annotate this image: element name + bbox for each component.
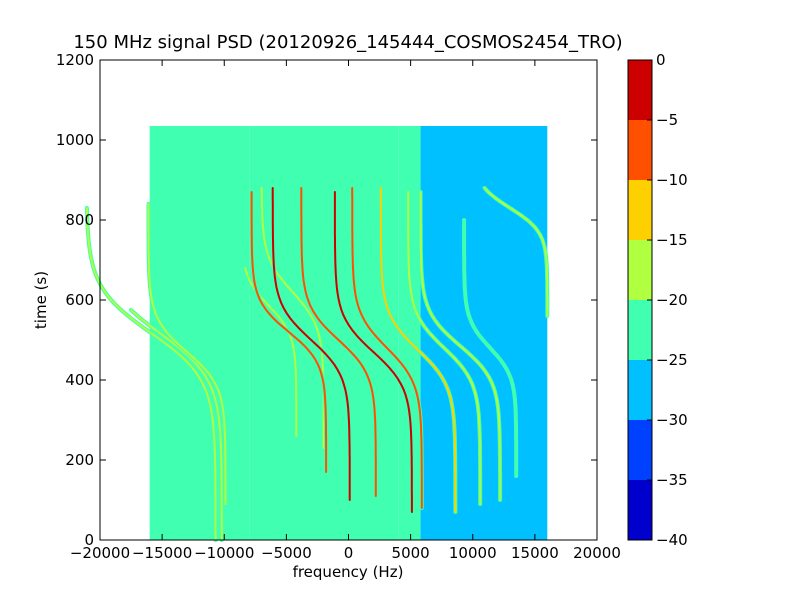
colorbar-band-6 xyxy=(628,120,652,180)
colorbar-tick-label: −35 xyxy=(656,471,688,489)
colorbar-tick-label: −15 xyxy=(656,231,688,249)
signal-track-core xyxy=(300,187,377,497)
y-tick-label: 600 xyxy=(65,291,94,309)
signal-track-1 xyxy=(128,308,224,542)
colorbar-band-0 xyxy=(628,480,652,540)
y-tick-label: 1000 xyxy=(56,131,94,149)
colorbar-band-4 xyxy=(628,240,652,300)
background-band-3 xyxy=(420,126,548,540)
x-tick-label: 0 xyxy=(344,544,354,562)
signal-track-10 xyxy=(378,186,458,514)
colorbar-band-5 xyxy=(628,180,652,240)
signal-track-core xyxy=(407,191,482,505)
colorbar-tick-label: −40 xyxy=(656,531,688,549)
colorbar-band-3 xyxy=(628,300,652,360)
spectrogram xyxy=(149,126,548,540)
colorbar-tick-label: −5 xyxy=(656,111,678,129)
colorbar-tick-label: −25 xyxy=(656,351,688,369)
signal-track-core xyxy=(351,187,423,509)
colorbar-band-2 xyxy=(628,360,652,420)
signal-track-7 xyxy=(299,186,378,498)
signal-tracks xyxy=(84,186,550,542)
signal-track-2 xyxy=(146,202,228,506)
signal-track-core xyxy=(147,203,227,505)
x-tick-label: −20000 xyxy=(70,544,130,562)
signal-track-9 xyxy=(350,186,424,510)
colorbar-bands xyxy=(628,60,652,540)
signal-track-14 xyxy=(482,186,550,318)
signal-track-11 xyxy=(406,190,483,506)
plot-area: −20000 −15000 −10000 −5000 0 5000 10000 15000 20… xyxy=(56,51,621,562)
signal-track-13 xyxy=(462,218,519,478)
signal-track-8 xyxy=(332,190,414,514)
x-tick-label: −15000 xyxy=(132,544,192,562)
y-tick-label: 200 xyxy=(65,451,94,469)
signal-track-core xyxy=(483,187,549,317)
signal-track-12 xyxy=(418,190,503,502)
y-tick-label: 1200 xyxy=(56,51,94,69)
signal-track-core xyxy=(333,191,413,513)
colorbar-tick-label: −20 xyxy=(656,291,688,309)
y-axis-label: time (s) xyxy=(32,271,50,329)
colorbar-tick-label: −10 xyxy=(656,171,688,189)
colorbar-tick-label: 0 xyxy=(656,51,666,69)
colorbar-tick-label: −30 xyxy=(656,411,688,429)
signal-track-core xyxy=(129,309,223,541)
signal-track-core xyxy=(463,219,518,477)
x-tick-label: −5000 xyxy=(261,544,312,562)
signal-track-5 xyxy=(249,190,329,474)
y-tick-label: 400 xyxy=(65,371,94,389)
x-tick-label: 20000 xyxy=(573,544,621,562)
x-tick-label: 15000 xyxy=(511,544,559,562)
x-tick-label: −10000 xyxy=(194,544,254,562)
y-tick-label: 0 xyxy=(84,531,94,549)
signal-track-core xyxy=(85,207,217,541)
signal-track-core xyxy=(419,191,502,501)
x-tick-label: 10000 xyxy=(449,544,497,562)
chart-title: 150 MHz signal PSD (20120926_145444_COSM… xyxy=(73,32,622,53)
y-tick-label: 800 xyxy=(65,211,94,229)
signal-track-6 xyxy=(270,186,352,502)
signal-track-core xyxy=(271,187,351,501)
colorbar: −40 −35 −30 −25 −20 −15 −10 −5 0 xyxy=(627,51,688,549)
colorbar-band-7 xyxy=(628,60,652,120)
colorbar-band-1 xyxy=(628,420,652,480)
colorbar-ticks: −40 −35 −30 −25 −20 −15 −10 −5 0 xyxy=(647,51,688,549)
x-tick-label: 5000 xyxy=(392,544,430,562)
signal-track-core xyxy=(379,187,457,513)
x-axis-ticks: −20000 −15000 −10000 −5000 0 5000 10000 15000 20… xyxy=(70,60,621,562)
signal-track-0 xyxy=(84,206,218,542)
y-axis-ticks: 0 200 400 600 800 1000 1200 xyxy=(56,51,597,549)
x-axis-label: frequency (Hz) xyxy=(293,563,404,581)
signal-track-core xyxy=(250,191,328,473)
